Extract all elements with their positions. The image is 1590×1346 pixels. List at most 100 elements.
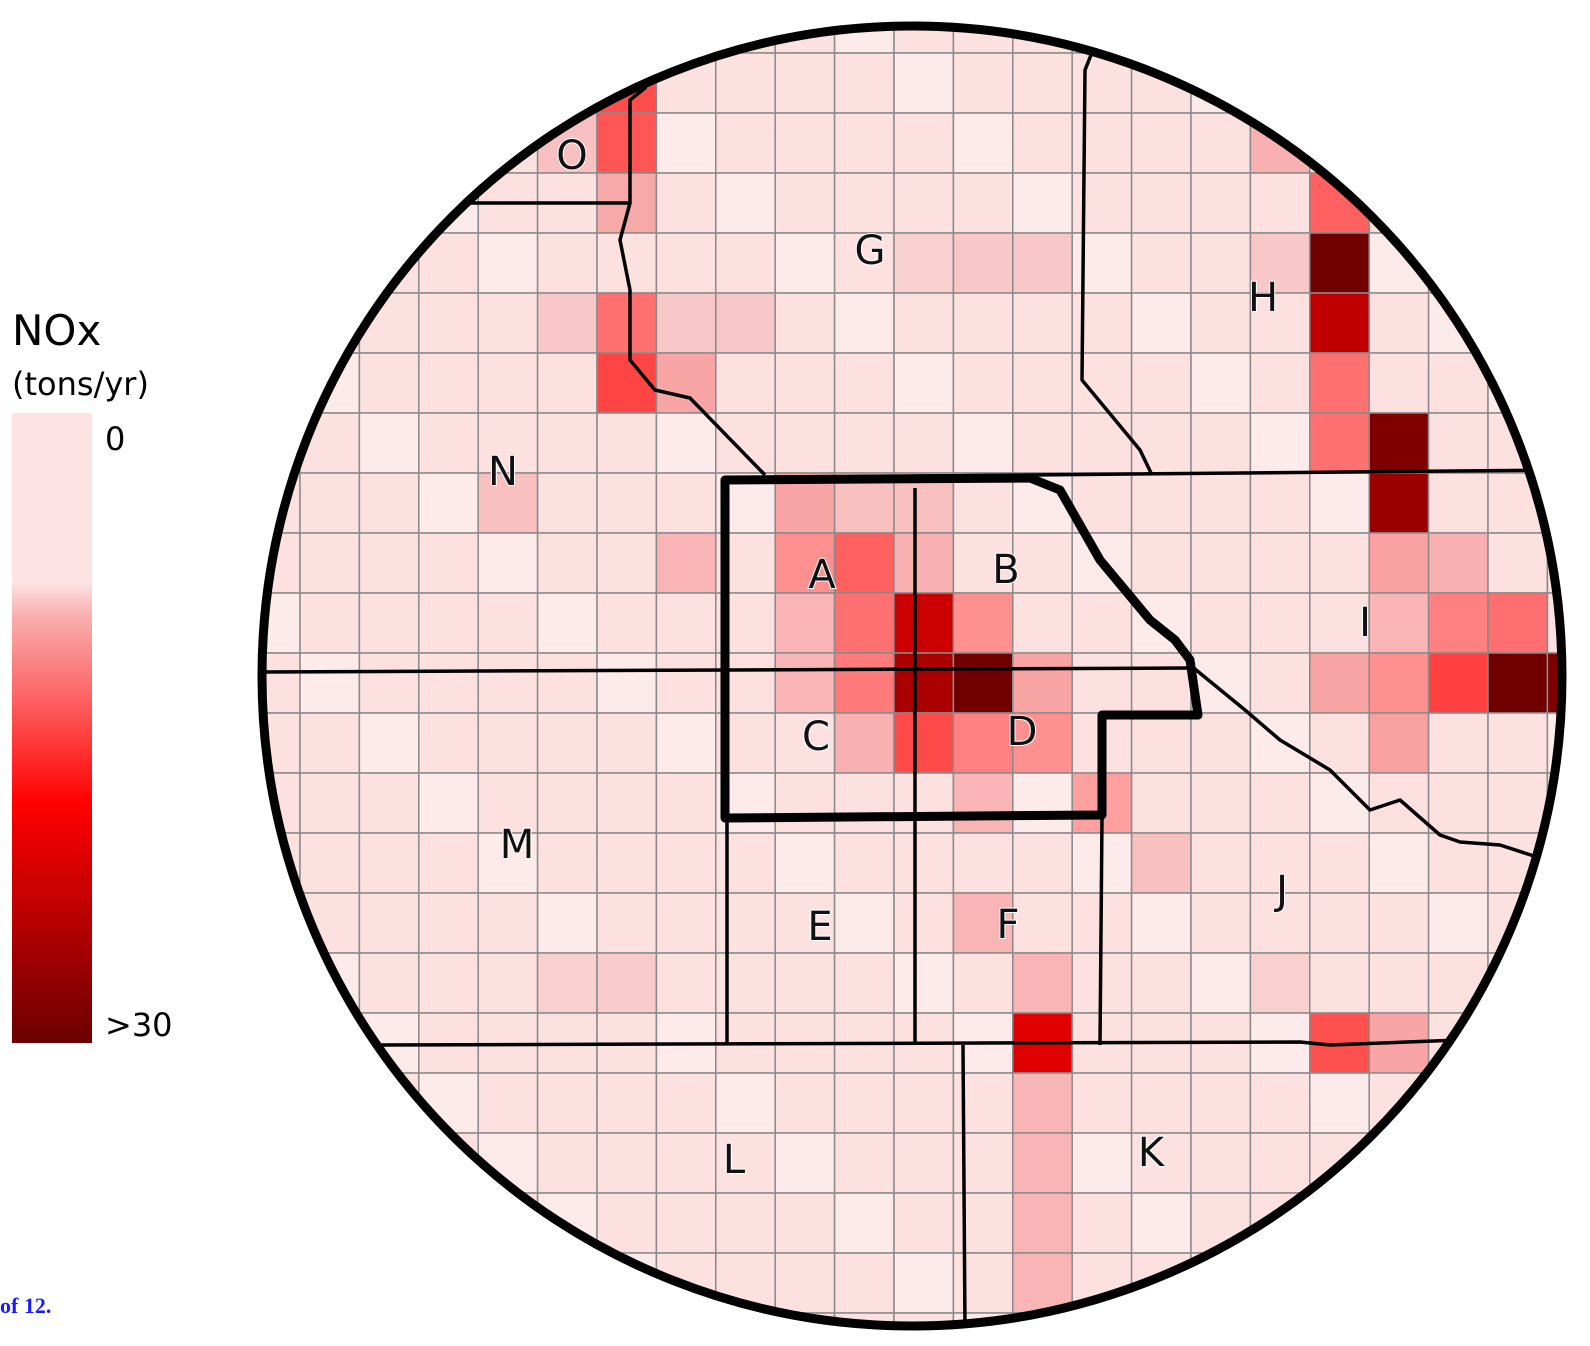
grid-cell (1546, 1132, 1562, 1194)
grid-cell (833, 1192, 895, 1254)
grid-cell (774, 952, 836, 1014)
grid-cell (418, 26, 479, 54)
legend-min: 0 (105, 420, 125, 458)
grid-cell (1249, 1312, 1311, 1326)
grid-cell (536, 412, 598, 474)
grid-cell (952, 1192, 1014, 1254)
grid-cell (1368, 352, 1430, 414)
grid-cell (1427, 1252, 1489, 1314)
grid-cell (1012, 232, 1073, 294)
grid-cell (418, 472, 479, 534)
grid-cell (833, 1252, 895, 1314)
grid-cell (477, 1312, 539, 1326)
grid-cell (262, 292, 301, 354)
grid-cell (655, 832, 717, 894)
grid-cell (1546, 1252, 1562, 1314)
grid-cell (893, 352, 955, 414)
grid-cell (1190, 232, 1252, 294)
grid-cell (536, 26, 598, 54)
grid-cell (262, 52, 301, 114)
grid-cell (596, 352, 658, 414)
grid-cell (715, 892, 776, 954)
grid-cell (299, 26, 361, 54)
grid-cell (1487, 532, 1549, 594)
grid-cell (833, 1072, 895, 1134)
grid-cell (1190, 712, 1252, 774)
grid-cell (358, 112, 420, 174)
grid-cell (262, 892, 301, 954)
grid-cell (299, 832, 361, 894)
grid-cell (418, 832, 479, 894)
grid-cell (1249, 1132, 1311, 1194)
grid-cell (1427, 1132, 1489, 1194)
grid-cell (1487, 1012, 1549, 1074)
grid-cell (1130, 1132, 1192, 1194)
grid-cell (1427, 26, 1489, 54)
grid-cell (1012, 892, 1073, 954)
grid-cell (1487, 592, 1549, 654)
grid-cell (1071, 652, 1133, 714)
grid-cell (1249, 532, 1311, 594)
grid-cell (655, 1192, 717, 1254)
grid-cell (655, 232, 717, 294)
grid-cell (893, 532, 955, 594)
grid-cell (1190, 112, 1252, 174)
grid-cell (893, 832, 955, 894)
grid-cell (1071, 592, 1133, 654)
grid-cell (1012, 952, 1073, 1014)
footer-text: of 12. (0, 1293, 51, 1318)
grid-cell (418, 712, 479, 774)
grid-cell (262, 1072, 301, 1134)
grid-cell (1487, 712, 1549, 774)
grid-cell (418, 532, 479, 594)
grid-cell (1130, 1312, 1192, 1326)
grid-cell (1309, 1312, 1370, 1326)
grid-cell (893, 892, 955, 954)
grid-cell (1012, 1132, 1073, 1194)
grid-cell (952, 232, 1014, 294)
grid-cell (1487, 172, 1549, 234)
grid-cell (1427, 892, 1489, 954)
grid-cell (655, 952, 717, 1014)
grid-cell (596, 592, 658, 654)
grid-cell (774, 892, 836, 954)
grid-cell (1012, 592, 1073, 654)
grid-cell (1427, 1192, 1489, 1254)
grid-cell (774, 412, 836, 474)
grid-cell (262, 26, 301, 54)
grid-cell (833, 712, 895, 774)
grid-cell (1130, 652, 1192, 714)
grid-cell (1487, 52, 1549, 114)
grid-cell (299, 1312, 361, 1326)
grid-cell (1249, 1252, 1311, 1314)
grid-cell (262, 352, 301, 414)
grid-cell (893, 712, 955, 774)
grid-cell (893, 1252, 955, 1314)
grid-cell (1309, 952, 1370, 1014)
grid-cell (418, 352, 479, 414)
grid-cell (1071, 1072, 1133, 1134)
grid-cell (833, 112, 895, 174)
grid-cell (655, 712, 717, 774)
grid-cell (952, 52, 1014, 114)
grid-cell (893, 292, 955, 354)
boundary (379, 1038, 1461, 1047)
grid-cell (1309, 532, 1370, 594)
grid-cell (1309, 232, 1370, 294)
grid-cell (1427, 52, 1489, 114)
grid-cell (477, 832, 539, 894)
grid-cell (774, 532, 836, 594)
region-label: O (556, 133, 587, 179)
grid-cell (418, 1192, 479, 1254)
grid-cell (1130, 952, 1192, 1014)
grid-cell (1190, 1072, 1252, 1134)
grid-cell (477, 352, 539, 414)
grid-cell (715, 352, 776, 414)
grid-cell (952, 892, 1014, 954)
grid-cell (536, 712, 598, 774)
grid-cell (952, 1252, 1014, 1314)
grid-cell (262, 1312, 301, 1326)
grid-cell (1130, 1192, 1192, 1254)
grid-cell (715, 1192, 776, 1254)
grid-cell (299, 1132, 361, 1194)
